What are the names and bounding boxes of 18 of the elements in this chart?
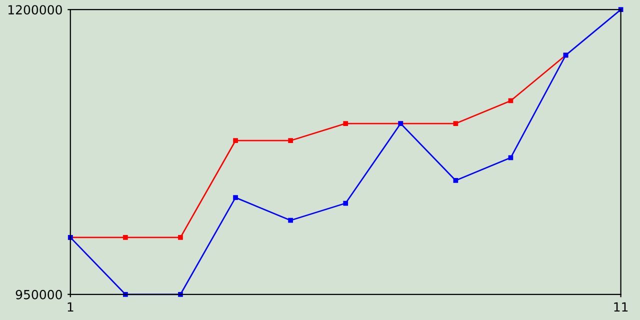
point [508,155,514,160]
point [343,200,348,206]
point [453,178,458,183]
point [123,235,128,240]
y-tick-label: 950000 [16,290,62,300]
x-tick-label: 11 [614,302,628,312]
point [178,235,183,240]
point [453,121,458,126]
y-tick-label: 1200000 [8,5,62,15]
point [288,218,293,223]
point [288,138,293,144]
point [123,292,128,297]
point [178,292,183,297]
point [233,195,238,200]
point [343,121,348,126]
x-tick-label: 1 [68,302,74,312]
point [233,138,238,144]
point [508,98,514,104]
